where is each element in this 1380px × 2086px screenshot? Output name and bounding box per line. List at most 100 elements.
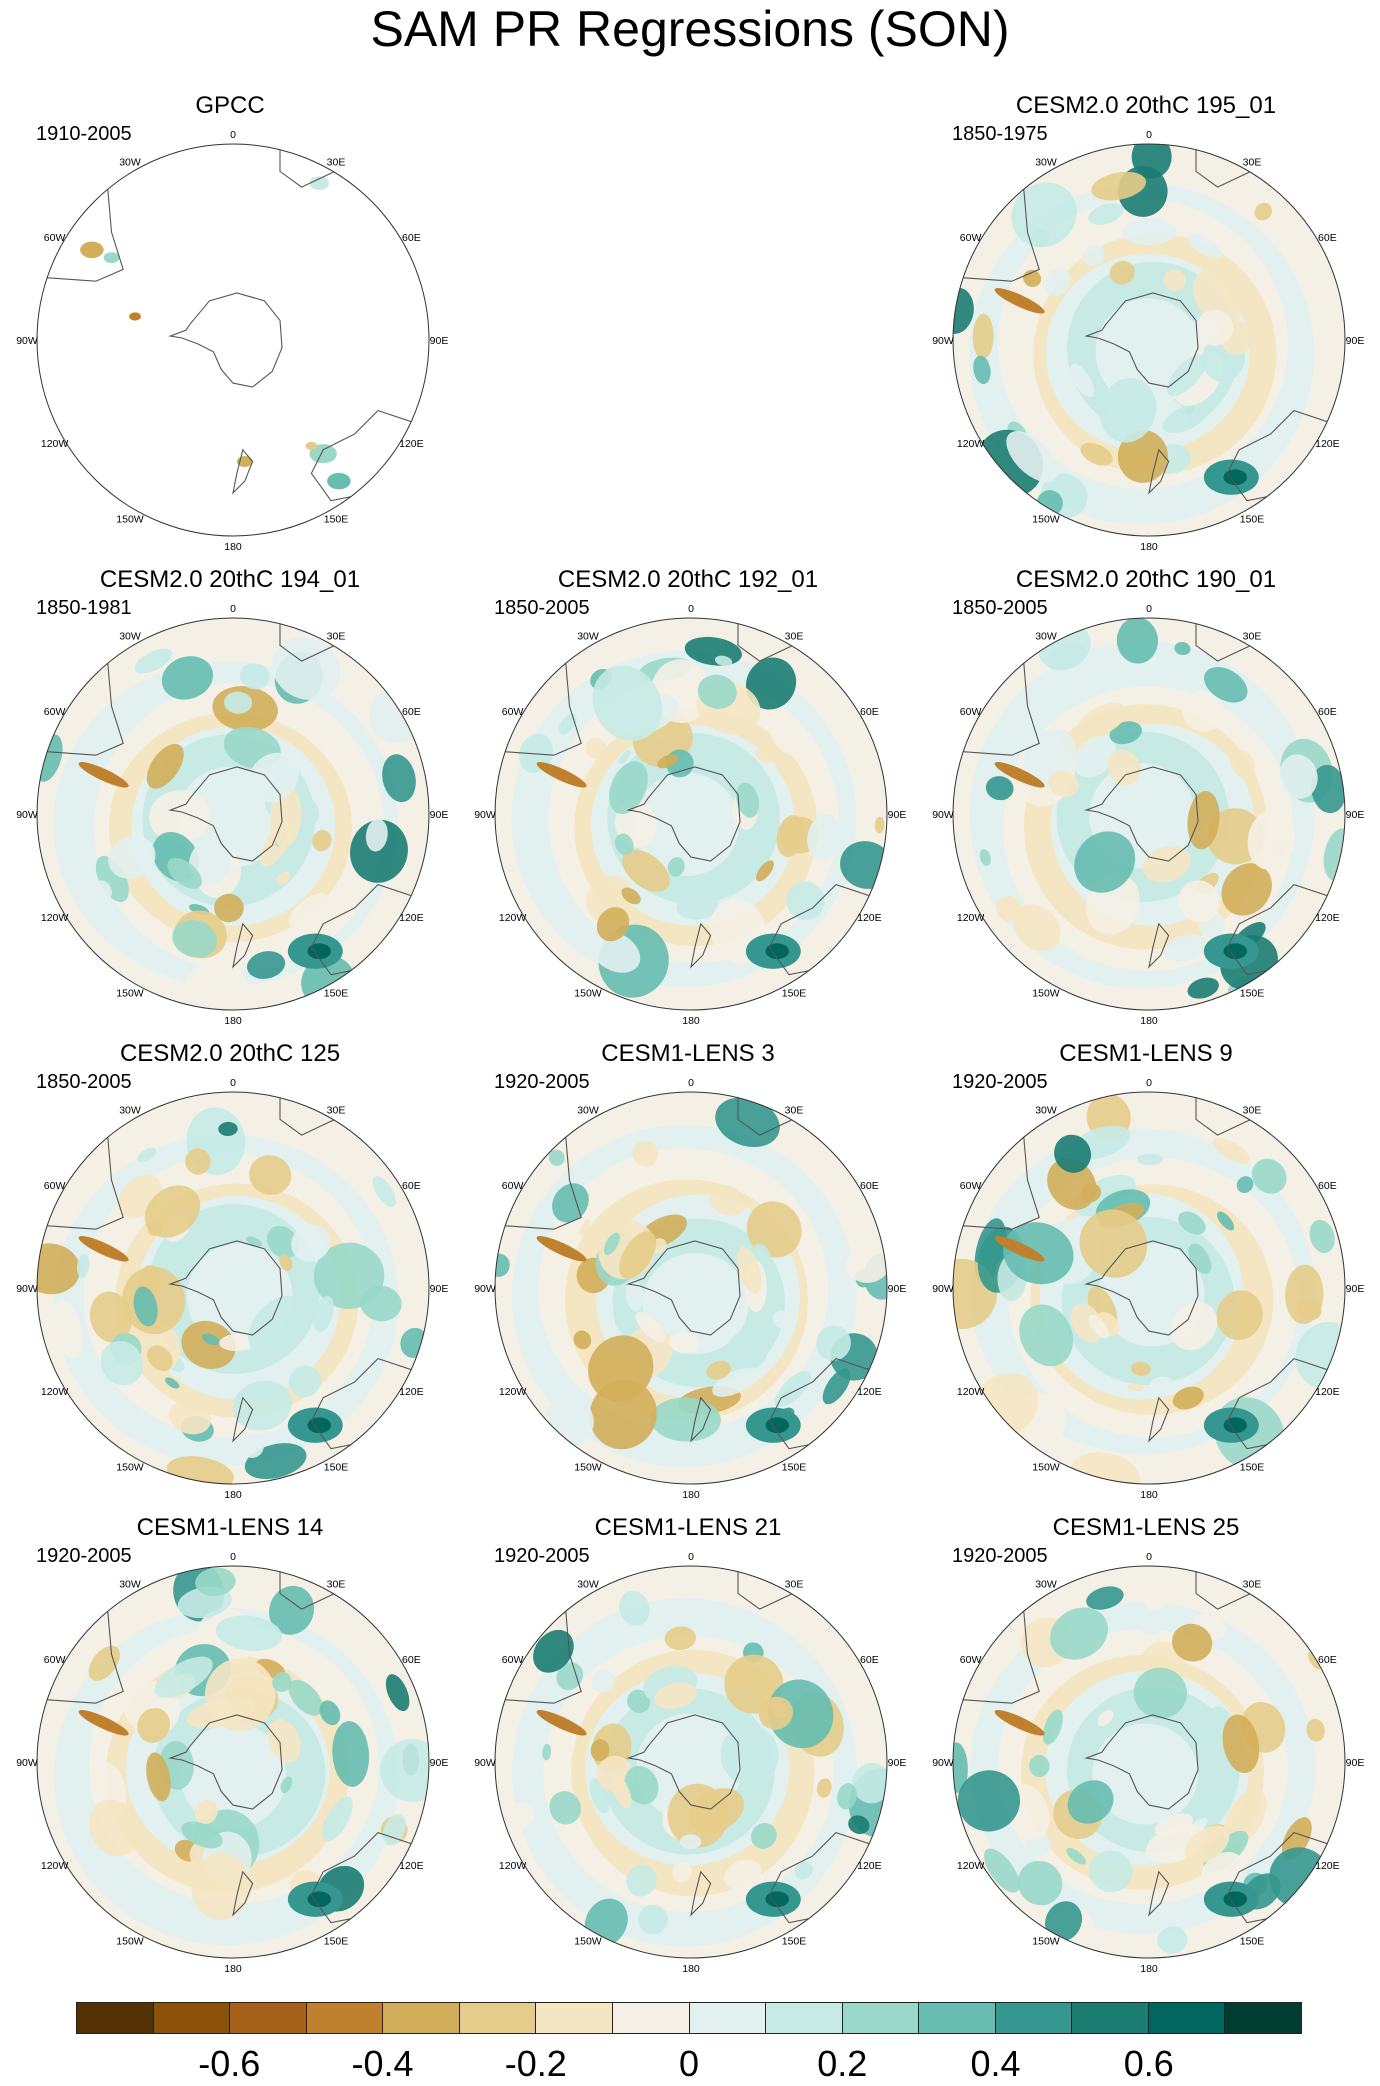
longitude-label: 30W [119, 631, 141, 643]
field-blob [1091, 171, 1147, 201]
field-blob [689, 1788, 744, 1834]
field-blob [816, 1778, 832, 1798]
longitude-label: 30W [1035, 1105, 1057, 1117]
field-blob [1251, 1158, 1287, 1194]
longitude-label: 150E [1240, 513, 1265, 525]
field-blob [609, 761, 648, 815]
field-blob [549, 1791, 581, 1825]
field-blob [249, 1155, 292, 1195]
field-blob [672, 1861, 692, 1883]
longitude-label: 150E [782, 1935, 807, 1947]
field-blob [288, 1679, 323, 1716]
field-blob [1054, 1134, 1092, 1173]
field-blob [172, 920, 218, 958]
panel-title: CESM2.0 20thC 192_01 [557, 566, 819, 593]
field-blob [972, 313, 994, 360]
longitude-label: 150W [1032, 1935, 1060, 1947]
colorbar-box [77, 2003, 154, 2033]
field-blob [1048, 770, 1079, 798]
field-blob [505, 1802, 535, 1830]
field-blob [621, 887, 641, 905]
field-blob [1070, 1452, 1141, 1484]
field-blob [548, 1149, 565, 1166]
longitude-label: 90W [16, 1283, 38, 1295]
field-blob [181, 1320, 236, 1369]
field-blob [1073, 1174, 1136, 1217]
field-blob [714, 655, 733, 667]
map-border [952, 617, 1346, 1011]
coastline [168, 1240, 283, 1336]
polar-map: 0 30E 60E 90E 120E 150E 180 150W 120W 90W 60W 30W [474, 1551, 906, 1975]
field-blob [679, 1834, 702, 1849]
field-blob [186, 1696, 255, 1729]
longitude-label: 30E [785, 631, 804, 643]
field-blob [1080, 442, 1113, 466]
field-blob [632, 1140, 659, 1167]
longitude-label: 180 [224, 1963, 242, 1975]
field-blob [772, 1310, 793, 1329]
longitude-label: 60E [1318, 232, 1337, 244]
gauge-patch [309, 444, 337, 464]
panel-period: 1920-2005 [36, 1545, 132, 1567]
field-blob [266, 1225, 299, 1259]
polar-map: 0 30E 60E 90E 120E 150E 180 150W 120W 90W 60W 30W [932, 129, 1364, 553]
longitude-label: 150E [782, 1461, 807, 1473]
coastline [690, 922, 712, 969]
longitude-label: 30W [1035, 1579, 1057, 1591]
field-blob [624, 1765, 659, 1805]
longitude-label: 120E [857, 1386, 882, 1398]
coastline [1084, 1714, 1199, 1810]
longitude-label: 60W [502, 1654, 524, 1666]
longitude-label: 90W [16, 1757, 38, 1769]
polar-map: 0 30E 60E 90E 120E 150E 180 150W 120W 90W 60W 30W [932, 603, 1364, 1027]
regression-field [37, 144, 429, 536]
field-blob [1099, 378, 1157, 443]
longitude-label: 60E [402, 1654, 421, 1666]
field-blob [108, 836, 156, 879]
field-blob [664, 1626, 697, 1651]
longitude-label: 60E [402, 1180, 421, 1192]
coastline [168, 766, 283, 862]
longitude-label: 60W [960, 232, 982, 244]
coastline [232, 1870, 254, 1917]
longitude-label: 150W [116, 987, 144, 999]
field-blob [1170, 1302, 1218, 1351]
field-blob [1066, 1847, 1087, 1865]
longitude-label: 150W [116, 513, 144, 525]
longitude-label: 120E [1315, 438, 1340, 450]
longitude-label: 60W [502, 1180, 524, 1192]
field-blob [1212, 1137, 1250, 1164]
panel-period: 1850-2005 [952, 597, 1048, 619]
polar-map: 0 30E 60E 90E 120E 150E 180 150W 120W 90W 60W 30W [16, 603, 448, 1027]
longitude-label: 30E [327, 631, 346, 643]
field-blob [1216, 1290, 1263, 1341]
field-blob [1162, 403, 1209, 433]
field-blob [593, 1207, 619, 1237]
field-blob [774, 1370, 811, 1408]
colorbar-box [1148, 2003, 1226, 2033]
field-blob [1067, 1780, 1114, 1824]
field-blob [382, 754, 416, 803]
field-blob [604, 1232, 620, 1255]
field-blob [848, 1815, 870, 1835]
field-blob [1166, 354, 1207, 397]
longitude-label: 120W [41, 438, 69, 450]
map-border [36, 143, 430, 537]
gauge-patch [327, 472, 351, 490]
coastline [168, 292, 283, 388]
longitude-label: 60E [860, 1180, 879, 1192]
figure-title: SAM PR Regressions (SON) [370, 1, 1010, 57]
field-blob [385, 1674, 410, 1712]
field-blob [1164, 934, 1207, 962]
longitude-label: 180 [682, 1489, 700, 1501]
field-blob [185, 1148, 211, 1175]
field-blob [1042, 1709, 1063, 1745]
field-blob [1088, 1850, 1133, 1893]
gauge-patch [285, 531, 298, 536]
longitude-label: 60E [860, 1654, 879, 1666]
longitude-label: 0 [1146, 1077, 1152, 1089]
field-blob [1247, 808, 1296, 870]
longitude-label: 120W [957, 912, 985, 924]
field-blob [1122, 218, 1177, 246]
field-blob [154, 1656, 213, 1698]
